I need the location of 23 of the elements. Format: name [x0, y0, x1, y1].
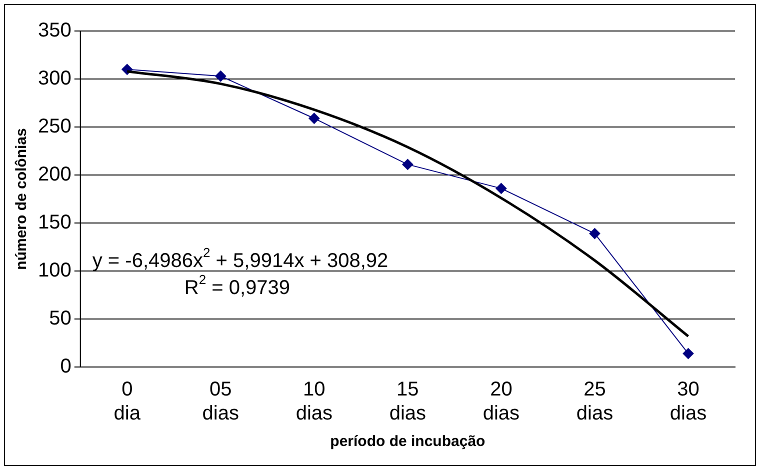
x-tick-label: 15 dias — [389, 378, 426, 425]
x-axis-title: período de incubação — [330, 433, 486, 450]
point — [402, 158, 414, 170]
point — [215, 70, 226, 82]
y-tick-label: 50 — [49, 308, 72, 330]
x-tick-label: 0 dia — [114, 378, 142, 425]
y-tick-label: 100 — [38, 260, 72, 282]
x-tick-label: 05 dias — [202, 378, 239, 425]
y-tick-label: 300 — [38, 68, 72, 90]
x-tick-label: 25 dias — [576, 378, 614, 425]
y-tick-label: 350 — [38, 20, 72, 42]
x-tick-label: 20 dias — [482, 378, 520, 425]
point — [589, 228, 600, 240]
y-tick-label: 250 — [38, 116, 72, 138]
point — [308, 112, 320, 124]
x-tick-label: 30 dias — [670, 378, 707, 425]
point — [682, 348, 694, 360]
y-tick-label: 200 — [38, 164, 72, 186]
x-tick-label: 10 dias — [296, 378, 333, 425]
y-axis-title: número de colônias — [13, 128, 30, 270]
point — [496, 182, 507, 194]
y-tick-label: 150 — [38, 212, 72, 234]
y-tick-label: 0 — [60, 356, 72, 378]
